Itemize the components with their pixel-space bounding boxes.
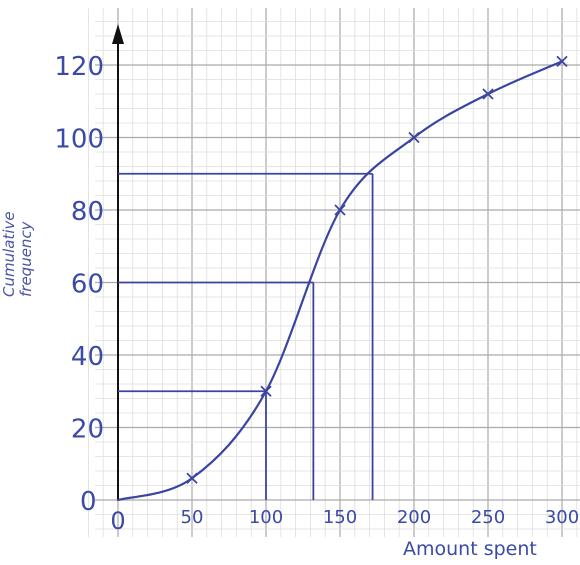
x-tick-label: 300 <box>545 507 579 528</box>
x-tick-label: 0 <box>110 507 125 535</box>
y-axis-label-line-2: frequency <box>18 237 35 297</box>
y-axis-label: Cumulative frequency <box>1 237 35 297</box>
y-tick-label: 40 <box>71 342 104 372</box>
y-axis-arrow <box>112 24 124 44</box>
grid <box>88 8 580 537</box>
y-tick-label: 100 <box>54 125 104 155</box>
y-tick-label: 0 <box>80 487 97 517</box>
y-tick-label: 20 <box>71 415 104 445</box>
x-tick-label: 250 <box>471 507 505 528</box>
y-tick-label: 60 <box>71 270 104 300</box>
x-tick-label: 50 <box>181 507 204 528</box>
axes <box>112 24 124 500</box>
y-axis-label-line-1: Cumulative <box>1 237 18 297</box>
x-axis-label: Amount spent <box>403 538 537 560</box>
y-tick-label: 120 <box>54 52 104 82</box>
x-tick-label: 150 <box>323 507 357 528</box>
x-tick-label: 100 <box>249 507 283 528</box>
y-tick-label: 80 <box>71 197 104 227</box>
x-tick-label: 200 <box>397 507 431 528</box>
